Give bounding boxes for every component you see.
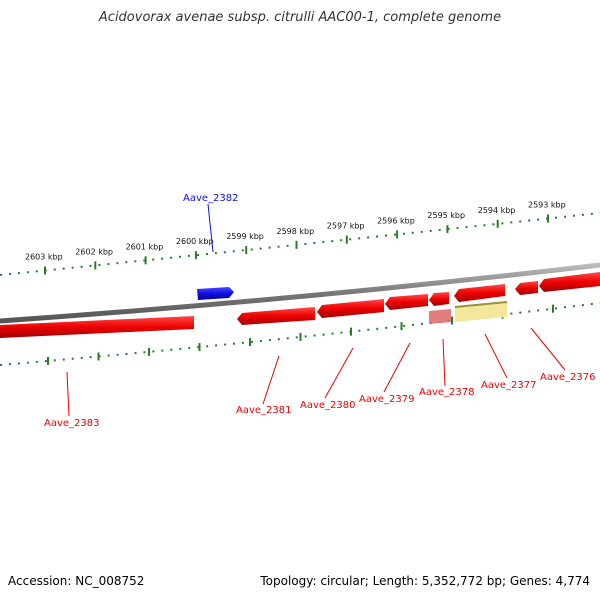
kbp-tick-label: 2599 kbp <box>226 232 264 241</box>
genome-title: Acidovorax avenae subsp. citrulli AAC00-… <box>98 10 502 25</box>
gene-label-aave-2379: Aave_2379 <box>359 394 415 405</box>
kbp-tick-label: 2602 kbp <box>75 247 113 256</box>
label-line-aave-2380 <box>324 347 354 399</box>
kbp-tick-label: 2596 kbp <box>377 216 415 225</box>
gene-aave-2382[interactable] <box>197 287 234 300</box>
gene-aave-2377-b[interactable] <box>455 302 507 322</box>
gene-label-aave-2381: Aave_2381 <box>236 405 292 416</box>
gene-aave-2379[interactable] <box>385 294 428 310</box>
kbp-tick-label: 2603 kbp <box>25 252 63 261</box>
topology-stats: Topology: circular; Length: 5,352,772 bp… <box>260 574 590 588</box>
gene-label-aave-2378: Aave_2378 <box>419 387 475 398</box>
label-line-aave-2379 <box>383 342 411 393</box>
kbp-tick-label: 2600 kbp <box>176 237 214 246</box>
gene-aave-2377-a[interactable] <box>454 284 505 302</box>
kbp-tick-label: 2601 kbp <box>126 242 164 251</box>
feature-edge-aave-2377 <box>454 301 508 308</box>
gene-label-aave-2380: Aave_2380 <box>300 400 356 411</box>
label-line-aave-2382 <box>207 203 214 253</box>
kbp-tick-label: 2593 kbp <box>528 201 566 210</box>
gene-aave-2378-a[interactable] <box>429 292 449 306</box>
label-line-aave-2378 <box>442 338 446 387</box>
label-line-aave-2377 <box>484 333 508 379</box>
gene-label-aave-2383: Aave_2383 <box>44 418 100 429</box>
gene-aave-2381[interactable] <box>237 307 315 325</box>
upper-ruler <box>0 212 600 276</box>
kbp-tick-label: 2597 kbp <box>327 222 365 231</box>
accession-label: Accession: NC_008752 <box>8 574 145 588</box>
gene-aave-2378-b[interactable] <box>429 309 451 324</box>
label-line-aave-2376 <box>530 327 566 371</box>
gene-label-aave-2377: Aave_2377 <box>481 380 537 391</box>
gene-aave-2380[interactable] <box>317 299 384 318</box>
gene-label-aave-2376: Aave_2376 <box>540 372 596 383</box>
kbp-tick-label: 2598 kbp <box>277 227 315 236</box>
kbp-tick-label: 2595 kbp <box>427 211 465 220</box>
gene-aave-2376-b[interactable] <box>539 272 600 292</box>
kbp-tick-label: 2594 kbp <box>478 206 516 215</box>
gene-aave-2383[interactable] <box>0 316 194 338</box>
gene-label-aave-2382: Aave_2382 <box>183 193 239 204</box>
label-line-aave-2383 <box>66 371 70 417</box>
gene-aave-2376-a[interactable] <box>515 281 538 295</box>
label-line-aave-2381 <box>262 355 280 405</box>
genome-backbone <box>0 262 600 324</box>
